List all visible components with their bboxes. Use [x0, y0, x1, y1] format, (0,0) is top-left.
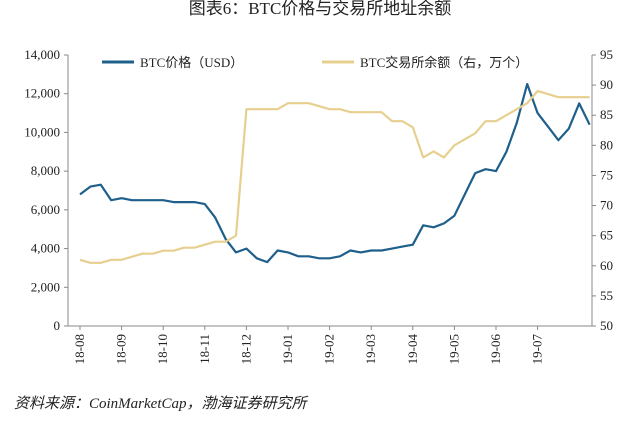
y2-tick-label: 50 — [600, 318, 613, 333]
y2-tick-label: 95 — [600, 47, 613, 62]
y2-tick-label: 80 — [600, 137, 613, 152]
x-tick-label: 19-05 — [446, 334, 461, 364]
y2-tick-label: 75 — [600, 167, 613, 182]
y2-tick-label: 90 — [600, 77, 613, 92]
x-tick-label: 18-10 — [155, 334, 170, 364]
y-tick-label: 2,000 — [31, 279, 60, 294]
x-tick-label: 18-09 — [114, 334, 129, 364]
y-tick-label: 10,000 — [24, 124, 60, 139]
y2-tick-label: 55 — [600, 288, 613, 303]
series-line — [79, 82, 591, 264]
source-note: 资料来源：CoinMarketCap，渤海证券研究所 — [14, 395, 308, 412]
y-tick-label: 14,000 — [24, 47, 60, 62]
y-tick-label: 0 — [54, 318, 61, 333]
x-tick-label: 19-03 — [363, 334, 378, 364]
x-tick-label: 19-06 — [488, 334, 503, 365]
y-tick-label: 12,000 — [24, 86, 60, 101]
x-tick-label: 18-11 — [197, 334, 212, 364]
legend-label: BTC价格（USD） — [140, 55, 243, 70]
y2-tick-label: 70 — [600, 198, 613, 213]
y-tick-label: 6,000 — [31, 202, 60, 217]
x-tick-label: 18-12 — [238, 334, 253, 364]
y2-tick-label: 60 — [600, 258, 613, 273]
y2-tick-label: 65 — [600, 228, 613, 243]
y-tick-label: 8,000 — [31, 163, 60, 178]
legend-label: BTC交易所余额（右，万个） — [360, 55, 528, 70]
chart-title: 图表6：BTC价格与交易所地址余额 — [189, 0, 452, 18]
y-tick-label: 4,000 — [31, 241, 60, 256]
x-tick-label: 18-08 — [72, 334, 87, 364]
x-tick-label: 19-02 — [322, 334, 337, 364]
series-line — [79, 90, 590, 264]
x-tick-label: 19-07 — [530, 334, 545, 365]
y2-tick-label: 85 — [600, 107, 613, 122]
x-tick-label: 19-01 — [280, 334, 295, 364]
x-tick-label: 19-04 — [405, 334, 420, 365]
